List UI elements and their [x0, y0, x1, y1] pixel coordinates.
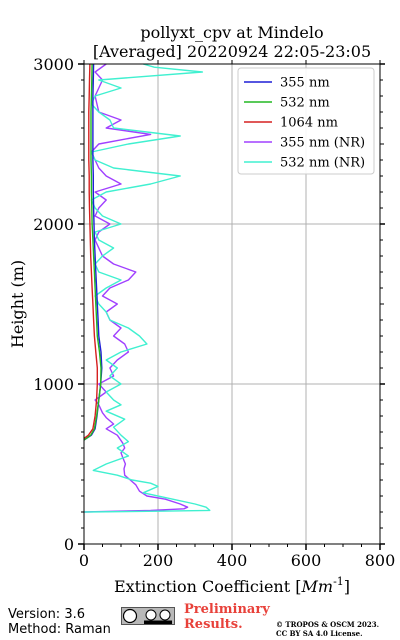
x-tick-label: 600 — [291, 551, 322, 570]
x-axis-label: Extinction Coefficient [Mm-1] — [114, 575, 350, 596]
method-label: Method: Raman — [8, 622, 111, 637]
y-tick-label: 3000 — [33, 55, 74, 74]
extinction-profile-chart: 0 200 400 600 800 0 1000 2000 3000 pollyxt_cpv a… — [8, 23, 395, 596]
x-tick-label: 200 — [143, 551, 174, 570]
legend-label: 355 nm (NR) — [280, 136, 365, 151]
by-icon — [145, 609, 157, 621]
legend-label: 1064 nm — [280, 116, 338, 131]
y-tick-label: 1000 — [33, 375, 74, 394]
legend-label: 355 nm — [280, 76, 330, 91]
x-tick-label: 800 — [365, 551, 396, 570]
preliminary-line-2: Results. — [184, 617, 243, 632]
legend-label: 532 nm (NR) — [280, 156, 365, 171]
x-tick-label: 0 — [79, 551, 89, 570]
x-tick-label: 400 — [217, 551, 248, 570]
chart-title: pollyxt_cpv at Mindelo — [140, 23, 323, 42]
copyright-line-1: © TROPOS & OSCM 2023. — [276, 620, 380, 629]
series-layer — [83, 63, 211, 513]
cc-badge-art — [122, 608, 174, 624]
preliminary-line-1: Preliminary — [184, 602, 270, 617]
y-tick-label: 2000 — [33, 215, 74, 234]
cc-icon — [122, 608, 138, 624]
series-line-532-nm-nr- — [83, 63, 211, 513]
cc-license-badge — [121, 607, 175, 625]
y-axis-label: Height (m) — [8, 260, 27, 348]
legend-label: 532 nm — [280, 96, 330, 111]
legend-box — [237, 67, 375, 175]
sa-icon — [159, 609, 171, 621]
y-tick-label: 0 — [64, 535, 74, 554]
version-label: Version: 3.6 — [8, 607, 85, 622]
series-line-1064-nm — [83, 63, 98, 439]
series-line-532-nm — [83, 63, 102, 441]
chart-subtitle: [Averaged] 20220924 22:05-23:05 — [93, 42, 371, 61]
legend: 355 nm 532 nm 1064 nm 355 nm (NR) 532 nm (NR… — [237, 67, 375, 175]
copyright-line-2: CC BY SA 4.0 License. — [276, 629, 363, 638]
preliminary-results-label: Preliminary Results. — [184, 602, 270, 632]
ticks-layer: 0 200 400 600 800 0 1000 2000 3000 — [33, 55, 395, 570]
